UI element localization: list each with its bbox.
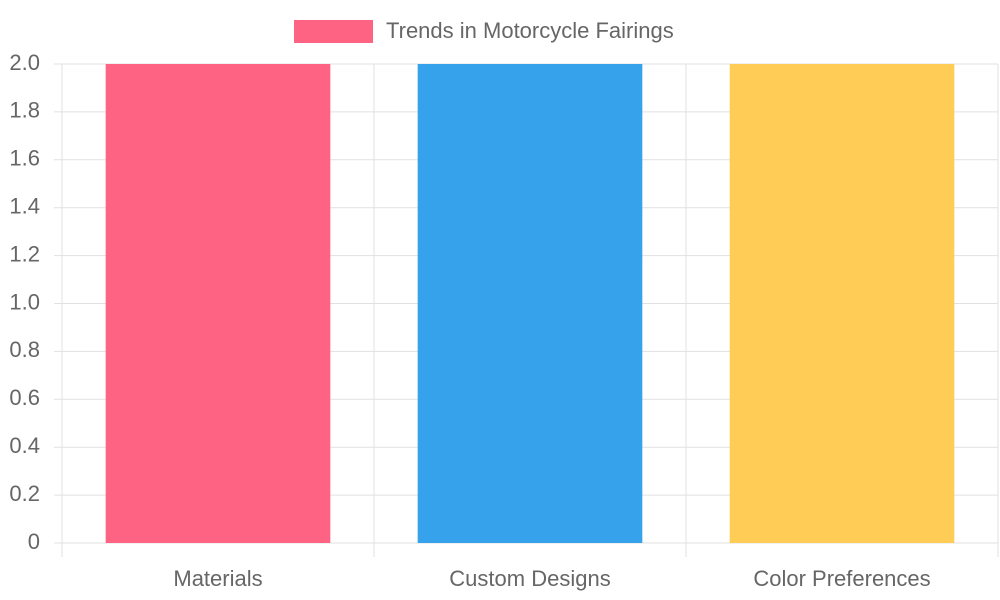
bar [729, 64, 955, 543]
x-tick-label: Materials [173, 566, 262, 591]
y-tick-label: 1.8 [9, 98, 40, 123]
y-tick-label: 1.2 [9, 241, 40, 266]
legend-swatch [294, 20, 373, 43]
y-tick-label: 1.0 [9, 289, 40, 314]
y-tick-label: 1.4 [9, 194, 40, 219]
bar [417, 64, 643, 543]
y-tick-label: 2.0 [9, 50, 40, 75]
x-tick-label: Color Preferences [753, 566, 930, 591]
x-tick-label: Custom Designs [449, 566, 610, 591]
legend-label: Trends in Motorcycle Fairings [386, 18, 674, 43]
y-tick-label: 0.8 [9, 337, 40, 362]
y-tick-label: 0.2 [9, 481, 40, 506]
bar [105, 64, 331, 543]
y-tick-label: 1.6 [9, 146, 40, 171]
y-tick-label: 0.6 [9, 385, 40, 410]
y-tick-label: 0.4 [9, 433, 40, 458]
y-tick-label: 0 [28, 529, 40, 554]
